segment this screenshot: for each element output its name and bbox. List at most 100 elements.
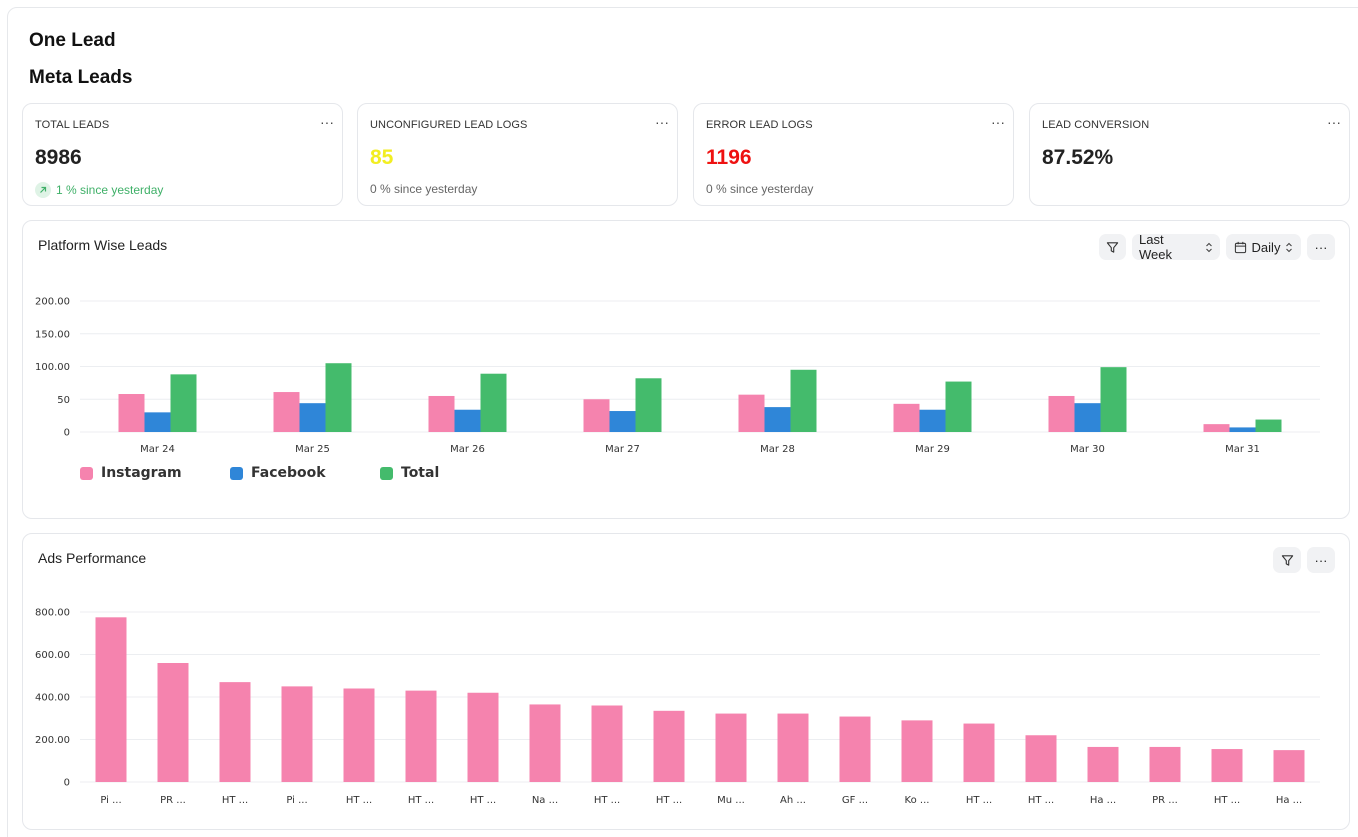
bar-instagram[interactable]	[1203, 424, 1230, 432]
legend-item-total[interactable]: Total	[380, 465, 530, 481]
bar-facebook[interactable]	[299, 403, 326, 432]
bar-facebook[interactable]	[609, 411, 636, 432]
bar-total[interactable]	[170, 374, 197, 432]
legend-item-facebook[interactable]: Facebook	[230, 465, 380, 481]
x-tick-label: HT ...	[346, 795, 372, 806]
stat-card-unconfigured: UNCONFIGURED LEAD LOGS ··· 85 0 % since …	[357, 103, 678, 206]
bar-leads[interactable]	[1025, 735, 1057, 782]
legend-label: Total	[401, 465, 440, 481]
more-options-button[interactable]: ···	[991, 114, 1005, 130]
bar-facebook[interactable]	[764, 407, 791, 432]
bar-leads[interactable]	[529, 704, 561, 782]
stat-value: 85	[370, 146, 394, 169]
bar-instagram[interactable]	[893, 403, 920, 432]
x-tick-label: Mar 26	[450, 444, 485, 455]
y-tick-label: 150.00	[35, 329, 70, 340]
y-tick-label: 50	[57, 395, 70, 406]
more-options-button[interactable]: ···	[1327, 114, 1341, 130]
x-tick-label: Ko ...	[905, 795, 930, 806]
y-tick-label: 200.00	[35, 297, 70, 308]
interval-select-value: Daily	[1251, 239, 1281, 255]
x-tick-label: Pi ...	[286, 795, 307, 806]
more-options-button[interactable]: ···	[655, 114, 669, 130]
more-options-button[interactable]: ···	[1307, 234, 1335, 260]
bar-total[interactable]	[480, 373, 507, 432]
bar-leads[interactable]	[839, 716, 871, 782]
x-tick-label: Mar 30	[1070, 444, 1105, 455]
y-tick-label: 400.00	[35, 693, 70, 704]
bar-leads[interactable]	[777, 713, 809, 782]
filter-button[interactable]	[1099, 234, 1126, 260]
bar-instagram[interactable]	[273, 392, 300, 432]
y-tick-label: 800.00	[35, 608, 70, 619]
bar-facebook[interactable]	[1229, 427, 1256, 432]
bar-instagram[interactable]	[583, 399, 610, 432]
filter-icon	[1281, 554, 1293, 566]
bar-leads[interactable]	[591, 705, 623, 783]
bar-instagram[interactable]	[1048, 395, 1075, 432]
panel-title: Platform Wise Leads	[38, 237, 168, 253]
x-tick-label: Pi ...	[100, 795, 121, 806]
x-tick-label: Na ...	[532, 795, 558, 806]
interval-select[interactable]: Daily	[1226, 234, 1301, 260]
bar-leads[interactable]	[405, 690, 437, 782]
bar-leads[interactable]	[1149, 746, 1181, 782]
x-tick-label: Ha ...	[1090, 795, 1116, 806]
x-tick-label: Ah ...	[780, 795, 806, 806]
panel-title: Ads Performance	[38, 550, 147, 566]
legend-label: Instagram	[101, 465, 182, 481]
bar-facebook[interactable]	[1074, 403, 1101, 432]
bar-instagram[interactable]	[118, 394, 145, 432]
bar-instagram[interactable]	[428, 395, 455, 432]
bar-facebook[interactable]	[144, 412, 171, 432]
bar-leads[interactable]	[157, 663, 189, 782]
bar-instagram[interactable]	[738, 394, 765, 432]
x-tick-label: HT ...	[470, 795, 496, 806]
stat-value: 8986	[35, 146, 82, 169]
x-tick-label: PR ...	[160, 795, 186, 806]
bar-leads[interactable]	[653, 710, 685, 782]
x-tick-label: HT ...	[1214, 795, 1240, 806]
stat-sub-text: 0 % since yesterday	[706, 182, 814, 196]
calendar-icon	[1234, 241, 1246, 253]
stat-card-lead-conversion: LEAD CONVERSION ··· 87.52%	[1029, 103, 1350, 206]
y-tick-label: 0	[64, 778, 70, 789]
bar-leads[interactable]	[467, 692, 499, 782]
x-tick-label: Mu ...	[717, 795, 745, 806]
legend-swatch	[80, 466, 93, 480]
stat-label: ERROR LEAD LOGS	[706, 119, 813, 131]
x-tick-label: HT ...	[594, 795, 620, 806]
bar-total[interactable]	[1100, 367, 1127, 432]
stat-label: TOTAL LEADS	[35, 119, 110, 131]
bar-total[interactable]	[790, 369, 817, 432]
bar-leads[interactable]	[343, 688, 375, 783]
bar-total[interactable]	[945, 381, 972, 432]
bar-total[interactable]	[325, 363, 352, 432]
x-tick-label: HT ...	[408, 795, 434, 806]
bar-leads[interactable]	[1273, 750, 1305, 782]
bar-facebook[interactable]	[919, 409, 946, 432]
filter-button[interactable]	[1273, 547, 1301, 573]
x-tick-label: Ha ...	[1276, 795, 1302, 806]
range-select[interactable]: Last Week	[1132, 232, 1220, 262]
bar-facebook[interactable]	[454, 409, 481, 432]
legend-item-instagram[interactable]: Instagram	[80, 465, 230, 481]
bar-total[interactable]	[1255, 419, 1282, 432]
legend-swatch	[230, 466, 243, 480]
stat-label: UNCONFIGURED LEAD LOGS	[370, 119, 528, 131]
bar-total[interactable]	[635, 378, 662, 432]
bar-leads[interactable]	[901, 720, 933, 782]
platform-wise-leads-chart: 200.00 150.00 100.00 50 0 Mar 24 Mar 25 Mar 26 M…	[35, 297, 1320, 455]
more-options-button[interactable]: ···	[1307, 547, 1335, 573]
bar-leads[interactable]	[715, 713, 747, 782]
x-tick-label: HT ...	[1028, 795, 1054, 806]
y-tick-label: 100.00	[35, 362, 70, 373]
bar-leads[interactable]	[1087, 746, 1119, 782]
bar-leads[interactable]	[963, 723, 995, 782]
bar-leads[interactable]	[1211, 749, 1243, 782]
bar-leads[interactable]	[95, 617, 127, 782]
more-options-button[interactable]: ···	[320, 114, 334, 130]
bar-leads[interactable]	[281, 686, 313, 782]
stat-sub-text: 0 % since yesterday	[370, 182, 478, 196]
bar-leads[interactable]	[219, 682, 251, 782]
